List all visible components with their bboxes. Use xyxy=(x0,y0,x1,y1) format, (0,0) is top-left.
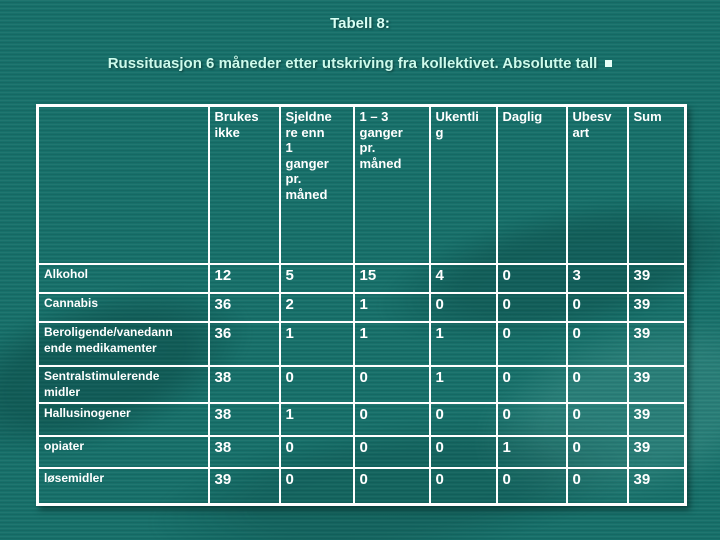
data-cell: 5 xyxy=(278,263,355,294)
data-cell: 36 xyxy=(207,292,281,323)
data-cell: 1 xyxy=(428,321,498,367)
data-cell: 0 xyxy=(428,402,498,438)
data-cell: 39 xyxy=(207,467,281,506)
data-cell: 0 xyxy=(495,467,568,506)
data-cell: 0 xyxy=(565,292,629,323)
data-cell: 1 xyxy=(495,435,568,470)
header-cell-sum: Sum xyxy=(626,104,687,265)
row-label: løsemidler xyxy=(36,467,210,506)
header-cell-daglig: Daglig xyxy=(495,104,568,265)
header-cell-1-3-ganger: 1 – 3 ganger pr. måned xyxy=(352,104,431,265)
table-row-sentralstimulerende: Sentralstimulerende midler 38 0 0 1 0 0 … xyxy=(36,364,687,405)
data-cell: 1 xyxy=(278,402,355,438)
row-label: Alkohol xyxy=(36,263,210,294)
data-cell: 39 xyxy=(626,435,687,470)
data-cell: 1 xyxy=(352,321,431,367)
data-cell: 0 xyxy=(565,321,629,367)
row-label: Cannabis xyxy=(36,292,210,323)
table-row-losemidler: løsemidler 39 0 0 0 0 0 39 xyxy=(36,467,687,506)
data-cell: 0 xyxy=(495,364,568,405)
header-cell-brukes-ikke: Brukes ikke xyxy=(207,104,281,265)
data-cell: 0 xyxy=(352,402,431,438)
data-cell: 0 xyxy=(428,292,498,323)
data-cell: 39 xyxy=(626,263,687,294)
data-cell: 38 xyxy=(207,402,281,438)
slide-title: Tabell 8: xyxy=(330,15,390,32)
data-cell: 39 xyxy=(626,321,687,367)
data-cell: 0 xyxy=(495,292,568,323)
data-cell: 0 xyxy=(428,435,498,470)
data-cell: 0 xyxy=(565,402,629,438)
data-cell: 0 xyxy=(495,321,568,367)
table-row-hallusinogener: Hallusinogener 38 1 0 0 0 0 39 xyxy=(36,402,687,438)
data-table: Brukes ikke Sjeldne re enn 1 ganger pr. … xyxy=(36,104,687,507)
data-cell: 1 xyxy=(352,292,431,323)
row-label: Beroligende/vanedann ende medikamenter xyxy=(36,321,210,367)
data-cell: 0 xyxy=(565,364,629,405)
data-cell: 0 xyxy=(495,263,568,294)
data-cell: 39 xyxy=(626,292,687,323)
data-cell: 38 xyxy=(207,435,281,470)
data-cell: 0 xyxy=(278,467,355,506)
data-cell: 15 xyxy=(352,263,431,294)
data-cell: 0 xyxy=(565,435,629,470)
data-cell: 1 xyxy=(428,364,498,405)
data-cell: 2 xyxy=(278,292,355,323)
header-cell-ukentlig: Ukentli g xyxy=(428,104,498,265)
table-row-alkohol: Alkohol 12 5 15 4 0 3 39 xyxy=(36,263,687,294)
data-cell: 0 xyxy=(428,467,498,506)
data-cell: 0 xyxy=(352,467,431,506)
data-cell: 0 xyxy=(278,364,355,405)
slide-subtitle: Russituasjon 6 måneder etter utskriving … xyxy=(0,55,720,72)
header-row: Brukes ikke Sjeldne re enn 1 ganger pr. … xyxy=(36,104,687,265)
table-row-beroligende: Beroligende/vanedann ende medikamenter 3… xyxy=(36,321,687,367)
header-cell-ubesvart: Ubesv art xyxy=(565,104,629,265)
row-label: Sentralstimulerende midler xyxy=(36,364,210,405)
row-label: opiater xyxy=(36,435,210,470)
data-cell: 0 xyxy=(352,435,431,470)
data-cell: 36 xyxy=(207,321,281,367)
data-cell: 38 xyxy=(207,364,281,405)
header-cell-sjeldnere: Sjeldne re enn 1 ganger pr. måned xyxy=(278,104,355,265)
data-cell: 12 xyxy=(207,263,281,294)
data-cell: 0 xyxy=(495,402,568,438)
data-cell: 3 xyxy=(565,263,629,294)
table-row-cannabis: Cannabis 36 2 1 0 0 0 39 xyxy=(36,292,687,323)
table-row-opiater: opiater 38 0 0 0 1 0 39 xyxy=(36,435,687,470)
data-cell: 4 xyxy=(428,263,498,294)
row-label: Hallusinogener xyxy=(36,402,210,438)
data-cell: 39 xyxy=(626,364,687,405)
slide-subtitle-text: Russituasjon 6 måneder etter utskriving … xyxy=(107,55,598,72)
data-cell: 1 xyxy=(278,321,355,367)
data-cell: 0 xyxy=(352,364,431,405)
data-cell: 39 xyxy=(626,402,687,438)
data-cell: 39 xyxy=(626,467,687,506)
header-cell-empty xyxy=(36,104,210,265)
square-bullet-icon xyxy=(605,59,613,67)
data-cell: 0 xyxy=(278,435,355,470)
data-cell: 0 xyxy=(565,467,629,506)
